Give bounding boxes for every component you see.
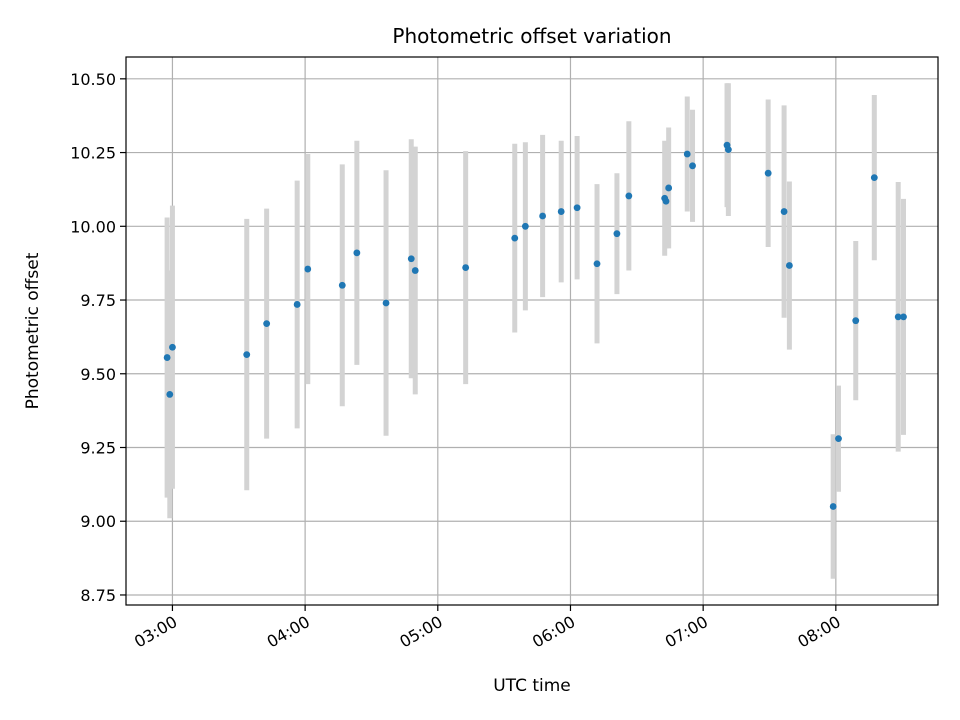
data-point — [263, 320, 271, 328]
data-point — [304, 265, 312, 273]
y-tick-label: 9.00 — [80, 512, 116, 531]
data-point — [780, 208, 788, 215]
data-point — [870, 174, 878, 182]
data-point — [521, 222, 529, 230]
data-point — [411, 267, 419, 274]
data-point — [593, 260, 601, 268]
data-point — [900, 313, 907, 321]
data-point — [462, 264, 470, 271]
data-point — [407, 255, 415, 263]
data-point — [243, 351, 251, 358]
data-point — [169, 343, 176, 351]
y-axis-label: Photometric offset — [23, 252, 43, 409]
data-point — [724, 146, 732, 154]
y-tick-label: 10.00 — [70, 217, 116, 236]
data-point — [353, 249, 361, 257]
y-tick-label: 10.25 — [70, 144, 116, 163]
data-point — [665, 184, 673, 192]
data-point — [382, 299, 390, 307]
data-point — [829, 503, 837, 510]
data-point — [166, 391, 174, 398]
data-points — [163, 141, 907, 510]
data-point — [852, 317, 860, 325]
chart-title: Photometric offset variation — [392, 24, 671, 48]
data-point — [338, 281, 346, 289]
data-point — [835, 435, 842, 443]
data-point — [764, 169, 772, 177]
data-point — [662, 197, 670, 205]
data-point — [573, 204, 581, 212]
y-tick-label: 9.50 — [80, 365, 116, 384]
data-point — [293, 301, 301, 308]
data-point — [163, 354, 171, 361]
data-point — [683, 150, 691, 158]
y-tick-label: 9.25 — [80, 439, 116, 458]
y-tick-label: 8.75 — [80, 586, 116, 605]
data-point — [557, 208, 565, 215]
plot-frame — [125, 56, 939, 606]
data-point — [511, 234, 519, 242]
grid-lines — [126, 57, 938, 605]
data-point — [689, 162, 696, 170]
data-point — [894, 313, 902, 321]
x-axis-label: UTC time — [493, 676, 571, 696]
data-point — [539, 212, 547, 220]
data-point — [785, 262, 793, 269]
data-point — [625, 192, 633, 200]
y-axis-ticks: 8.75 9.00 9.25 9.50 9.75 10.00 10.25 10.50 — [70, 70, 126, 605]
y-tick-label: 9.75 — [80, 291, 116, 310]
data-point — [613, 230, 621, 238]
y-tick-label: 10.50 — [70, 70, 116, 89]
